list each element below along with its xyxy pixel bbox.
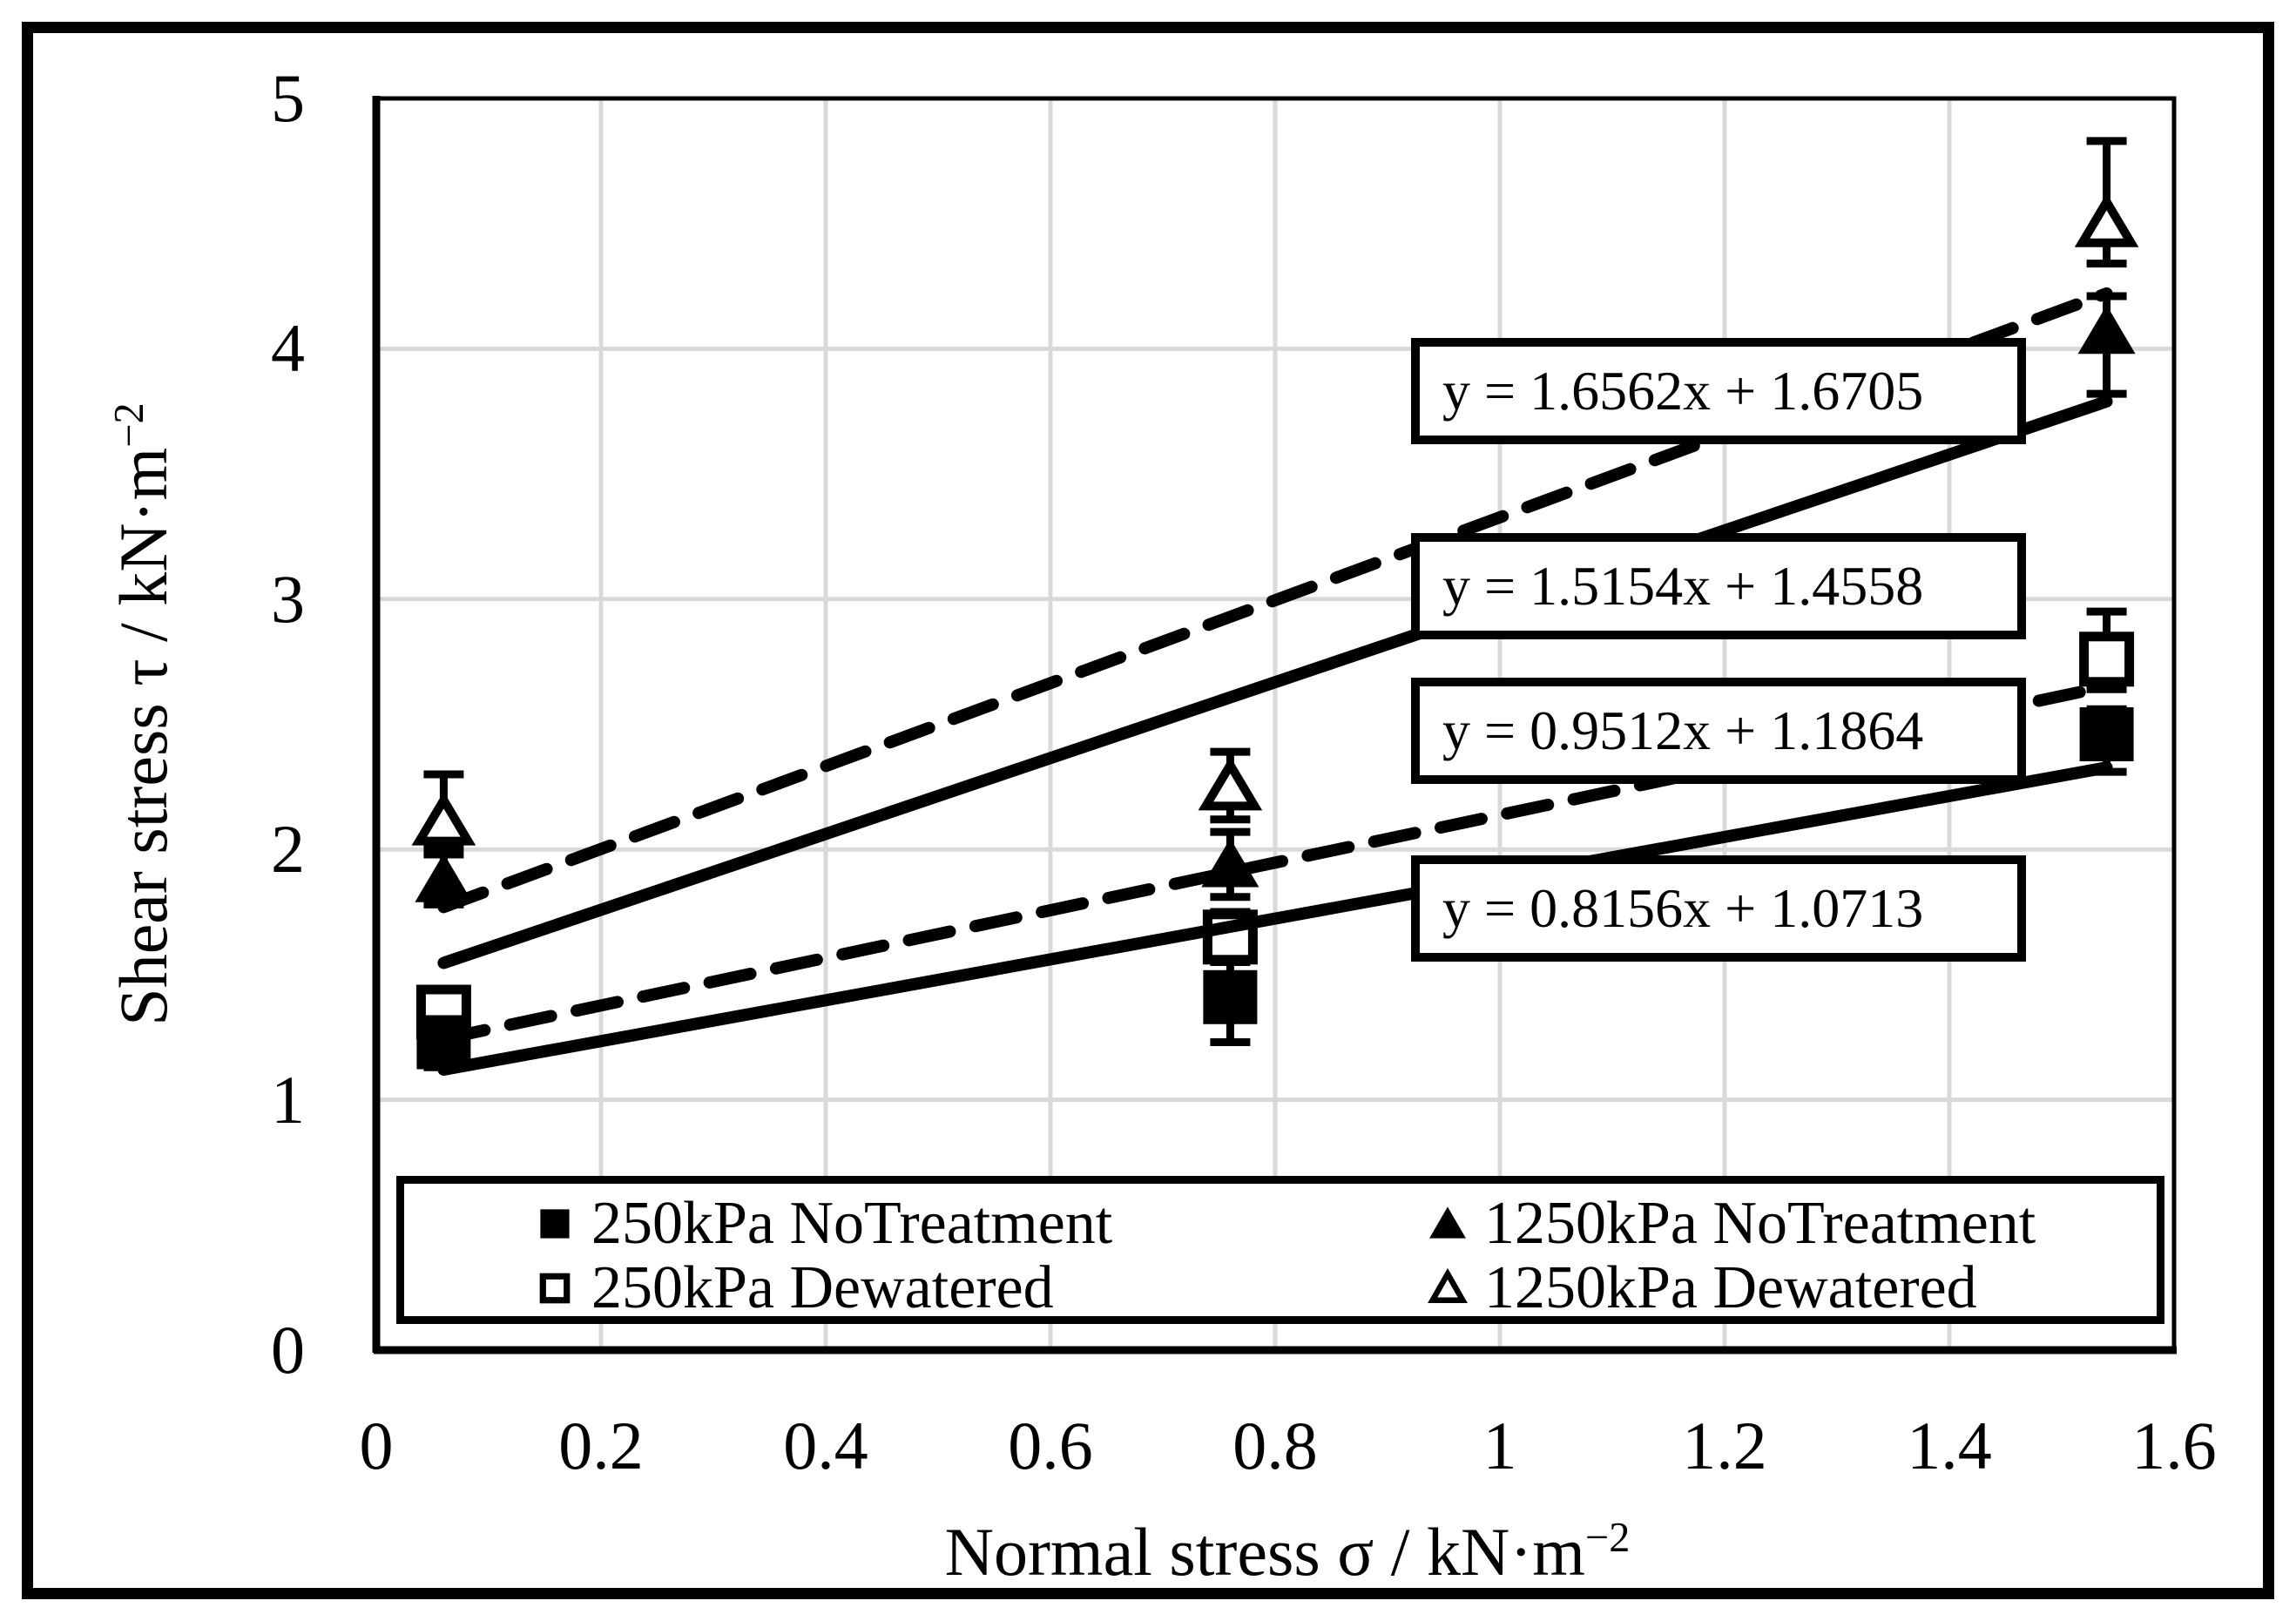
x-axis-title-text: Normal stress σ / kN·m — [944, 1514, 1585, 1590]
y-tick-label: 1 — [271, 1061, 305, 1138]
legend-entry-250kpa-notreatment: 250kPa NoTreatment — [532, 1190, 1113, 1257]
x-tick-label: 0.6 — [1008, 1408, 1093, 1483]
x-tick-label: 1 — [1482, 1408, 1517, 1483]
legend-label: 250kPa Dewatered — [591, 1254, 1054, 1321]
legend-label: 1250kPa NoTreatment — [1484, 1190, 2036, 1257]
y-axis-title-exponent: −2 — [106, 402, 152, 448]
y-axis-title: Shear stress τ / kN·m−2 — [105, 402, 181, 1025]
x-axis-title: Normal stress σ / kN·m−2 — [945, 1515, 1631, 1586]
open-square-marker — [2079, 632, 2135, 687]
filled-triangle-marker — [2077, 305, 2136, 355]
open-triangle-marker — [411, 791, 476, 846]
trendline-dashed — [437, 680, 2113, 1045]
filled-square-marker — [1203, 969, 1258, 1024]
y-tick-label: 4 — [271, 310, 305, 387]
filled-triangle-marker — [415, 853, 473, 902]
legend-label: 1250kPa Dewatered — [1484, 1254, 1977, 1321]
filled-square-marker-icon — [540, 1209, 570, 1239]
y-tick-label: 0 — [271, 1312, 305, 1388]
x-tick-label: 1.6 — [2131, 1408, 2217, 1483]
equation-box-250kpa-dewatered: y = 0.9512x + 1.1864 — [1411, 678, 2026, 784]
equation-box-1250kpa-dewatered: y = 1.6562x + 1.6705 — [1411, 338, 2026, 444]
open-triangle-marker-icon — [1428, 1267, 1468, 1303]
y-tick-label: 3 — [271, 560, 305, 637]
y-axis-title-text: Shear stress τ / kN·m — [105, 447, 181, 1026]
x-tick-label: 1.4 — [1907, 1408, 1992, 1483]
equation-box-1250kpa-notreatment: y = 1.5154x + 1.4558 — [1411, 533, 2026, 639]
legend-entry-1250kpa-dewatered: 1250kPa Dewatered — [1425, 1254, 1977, 1321]
x-tick-label: 0.4 — [783, 1408, 868, 1483]
open-triangle-marker — [2074, 192, 2139, 247]
x-tick-label: 0.2 — [558, 1408, 644, 1483]
equation-box-250kpa-notreatment: y = 0.8156x + 1.0713 — [1411, 855, 2026, 962]
x-tick-label: 0 — [359, 1408, 394, 1483]
open-square-marker-icon — [539, 1273, 571, 1304]
open-triangle-marker — [1198, 756, 1263, 811]
legend-entry-1250kpa-notreatment: 1250kPa NoTreatment — [1425, 1190, 2036, 1257]
filled-triangle-marker-icon — [1429, 1206, 1466, 1239]
legend: 250kPa NoTreatment 250kPa Dewatered 1250… — [396, 1176, 2164, 1324]
x-tick-label: 0.8 — [1232, 1408, 1318, 1483]
y-tick-label: 2 — [271, 811, 305, 888]
trendline-dashed — [437, 287, 2113, 914]
figure-border — [22, 22, 2274, 1599]
x-tick-label: 1.2 — [1682, 1408, 1767, 1483]
y-tick-label: 5 — [271, 60, 305, 136]
filled-square-marker — [2079, 706, 2134, 761]
trendline-solid — [437, 395, 2113, 969]
legend-entry-250kpa-dewatered: 250kPa Dewatered — [532, 1254, 1054, 1321]
x-axis-title-exponent: −2 — [1584, 1515, 1631, 1561]
legend-label: 250kPa NoTreatment — [591, 1190, 1113, 1257]
trendline-solid — [437, 761, 2113, 1077]
